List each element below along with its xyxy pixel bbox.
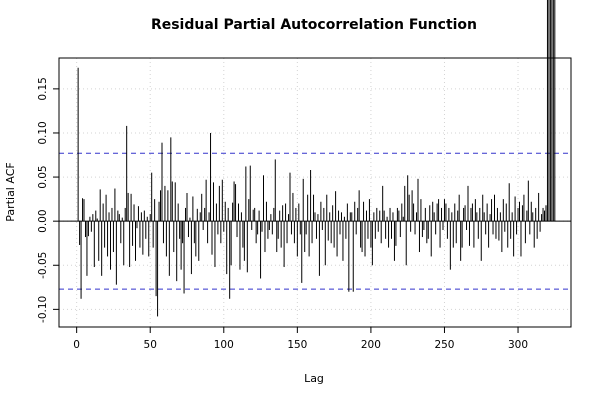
chart-title: Residual Partial Autocorrelation Functio… <box>151 17 477 33</box>
y-axis-label: Partial ACF <box>4 162 17 221</box>
plot-frame <box>58 57 572 328</box>
x-tick-label: 50 <box>144 339 157 351</box>
x-tick-label: 250 <box>434 339 454 351</box>
x-tick-label: 200 <box>361 339 381 351</box>
x-tick-label: 0 <box>73 339 80 351</box>
y-tick-label: -0.05 <box>37 252 49 279</box>
y-tick-label: 0.00 <box>37 209 49 232</box>
y-axis: -0.10 -0.05 0.00 0.05 0.10 0.15 <box>37 77 60 323</box>
x-axis-label: Lag <box>304 372 324 385</box>
x-axis: 0 50 100 150 200 250 300 <box>73 326 528 351</box>
grid-lines <box>59 58 571 327</box>
y-tick-label: 0.05 <box>37 165 49 188</box>
pacf-bars <box>77 0 556 317</box>
x-tick-label: 100 <box>214 339 234 351</box>
y-tick-label: -0.10 <box>37 296 49 323</box>
x-tick-label: 300 <box>508 339 528 351</box>
y-tick-label: 0.15 <box>37 77 49 100</box>
x-tick-label: 150 <box>287 339 307 351</box>
y-tick-label: 0.10 <box>37 121 49 144</box>
